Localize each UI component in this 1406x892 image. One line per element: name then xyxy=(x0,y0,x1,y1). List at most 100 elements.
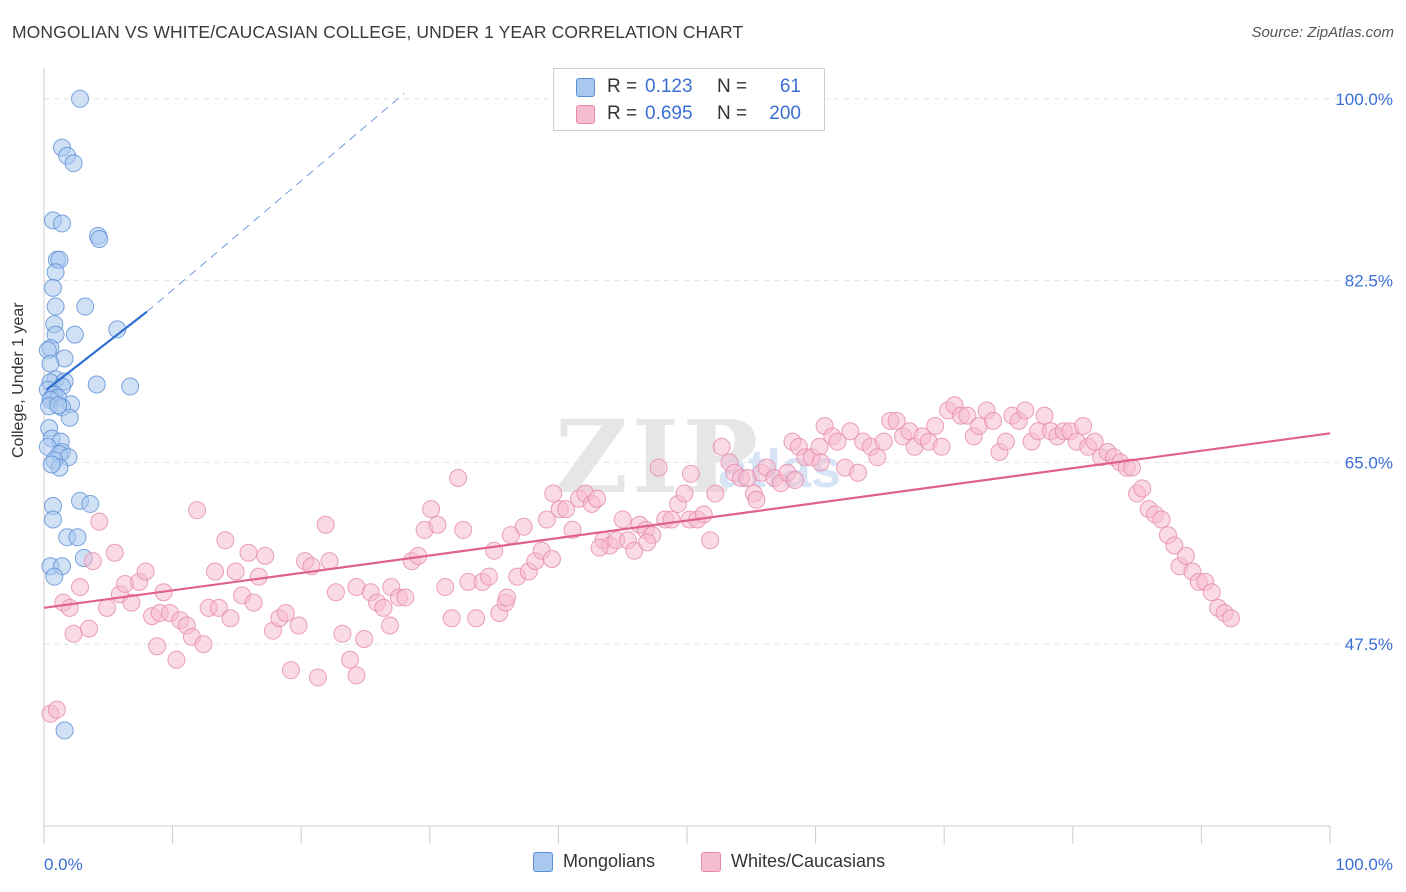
white-point xyxy=(436,578,455,597)
white-point xyxy=(341,650,360,669)
mongolian-point xyxy=(81,494,100,513)
white-point xyxy=(544,484,563,503)
white-point xyxy=(347,666,366,685)
white-point xyxy=(256,546,275,565)
mongolian-point xyxy=(53,214,72,233)
white-point xyxy=(701,531,720,550)
white-point xyxy=(188,501,207,520)
r-label: R = xyxy=(607,76,638,97)
white-point xyxy=(308,668,327,687)
white-point xyxy=(244,593,263,612)
y-tick-label: 82.5% xyxy=(1345,272,1393,291)
legend-item-whites[interactable]: Whites/Caucasians xyxy=(701,851,885,872)
white-point xyxy=(1085,432,1104,451)
white-point xyxy=(83,552,102,571)
mongolian-point xyxy=(121,377,140,396)
mongolian-point xyxy=(71,89,90,108)
white-point xyxy=(60,598,79,617)
y-tick-label: 65.0% xyxy=(1345,453,1393,472)
white-point xyxy=(1016,401,1035,420)
whites-legend-swatch xyxy=(701,851,721,872)
white-point xyxy=(712,437,731,456)
white-point xyxy=(1202,583,1221,602)
white-point xyxy=(428,515,447,534)
white-point xyxy=(662,510,681,529)
legend-item-mongolians[interactable]: Mongolians xyxy=(533,851,655,872)
stats-legend: R = 0.123 N = 61 R = 0.695 N = 200 xyxy=(553,68,825,131)
white-point xyxy=(747,490,766,509)
white-point xyxy=(587,489,606,508)
mongolian-point xyxy=(46,263,65,282)
mongolian-point xyxy=(65,325,84,344)
white-point xyxy=(206,562,225,581)
white-point xyxy=(874,432,893,451)
white-point xyxy=(422,500,441,519)
white-point xyxy=(1152,510,1171,529)
source-label: Source: ZipAtlas.com xyxy=(1251,24,1394,41)
y-tick-label: 100.0% xyxy=(1335,90,1393,109)
white-point xyxy=(1221,609,1240,628)
white-point xyxy=(537,510,556,529)
white-point xyxy=(926,417,945,436)
white-point xyxy=(249,567,268,586)
x-tick-label-max: 100.0% xyxy=(1335,855,1393,874)
white-point xyxy=(485,541,504,560)
white-point xyxy=(984,411,1003,430)
white-point xyxy=(1176,546,1195,565)
r-value: 0.695 xyxy=(645,103,693,124)
white-point xyxy=(786,471,805,490)
n-value: 61 xyxy=(779,76,801,97)
mongolian-point xyxy=(45,567,64,586)
mongolian-point xyxy=(55,721,74,740)
n-label: N = xyxy=(717,103,748,124)
mongolian-trend-extension xyxy=(146,93,405,313)
mongolian-trend-line xyxy=(45,310,148,391)
white-point xyxy=(442,609,461,628)
white-point xyxy=(71,578,90,597)
white-point xyxy=(625,541,644,560)
white-point xyxy=(454,520,473,539)
mongolian-point xyxy=(64,154,83,173)
white-point xyxy=(136,562,155,581)
white-point xyxy=(333,624,352,643)
white-point xyxy=(209,598,228,617)
y-tick-label: 47.5% xyxy=(1345,635,1393,654)
n-value: 200 xyxy=(769,103,801,124)
white-point xyxy=(497,588,516,607)
mongolian-point xyxy=(87,375,106,394)
white-point xyxy=(868,448,887,467)
white-point xyxy=(958,406,977,425)
white-point xyxy=(281,661,300,680)
white-point xyxy=(590,538,609,557)
white-point xyxy=(380,616,399,635)
white-point xyxy=(675,484,694,503)
white-point xyxy=(221,609,240,628)
r-label: R = xyxy=(607,103,638,124)
mongolians-swatch xyxy=(576,77,595,97)
legend-label-whites: Whites/Caucasians xyxy=(731,851,886,871)
white-point xyxy=(276,604,295,623)
white-point xyxy=(563,520,582,539)
white-point xyxy=(811,453,830,472)
white-point xyxy=(694,505,713,524)
mongolian-point xyxy=(41,354,60,373)
white-point xyxy=(638,533,657,552)
white-point xyxy=(557,500,576,519)
white-point xyxy=(326,583,345,602)
mongolian-point xyxy=(90,230,109,249)
white-point xyxy=(374,598,393,617)
chart-title: MONGOLIAN VS WHITE/CAUCASIAN COLLEGE, UN… xyxy=(12,22,744,42)
whites-swatch xyxy=(576,104,595,124)
white-point xyxy=(479,567,498,586)
white-point xyxy=(681,464,700,483)
white-point xyxy=(47,700,66,719)
white-point xyxy=(167,650,186,669)
white-point xyxy=(932,437,951,456)
mongolian-point xyxy=(76,297,95,316)
white-point xyxy=(239,543,258,562)
mongolian-point xyxy=(46,297,65,316)
white-point xyxy=(542,550,561,569)
series-legend: Mongolians Whites/Caucasians xyxy=(0,851,1406,877)
mongolian-point xyxy=(60,408,79,427)
white-point xyxy=(316,515,335,534)
